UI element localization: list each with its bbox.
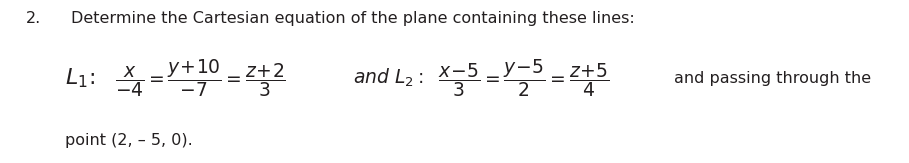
Text: 2.: 2. — [25, 11, 41, 26]
Text: $\mathit{L}_1\!\mathit{:}$: $\mathit{L}_1\!\mathit{:}$ — [65, 67, 96, 90]
Text: $\mathit{and}\ \mathit{L}_2\mathit{:}$: $\mathit{and}\ \mathit{L}_2\mathit{:}$ — [353, 67, 424, 89]
Text: $\dfrac{x}{-4} = \dfrac{y\!+\!10}{-7} = \dfrac{z\!+\!2}{3}$: $\dfrac{x}{-4} = \dfrac{y\!+\!10}{-7} = … — [115, 57, 285, 99]
Text: Determine the Cartesian equation of the plane containing these lines:: Determine the Cartesian equation of the … — [71, 11, 634, 26]
Text: $\dfrac{x\!-\!5}{3} = \dfrac{y\!-\!5}{2} = \dfrac{z\!+\!5}{4}$: $\dfrac{x\!-\!5}{3} = \dfrac{y\!-\!5}{2}… — [438, 57, 610, 99]
Text: point (2, – 5, 0).: point (2, – 5, 0). — [65, 133, 194, 148]
Text: and passing through the: and passing through the — [674, 71, 872, 86]
